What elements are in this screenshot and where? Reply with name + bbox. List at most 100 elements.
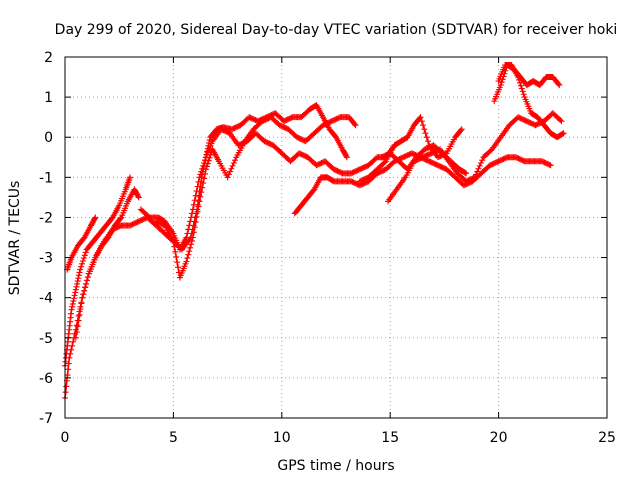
data-point-marker bbox=[422, 130, 429, 137]
series-track-5 bbox=[137, 126, 398, 253]
series-group bbox=[62, 62, 567, 401]
tick-labels: 0 5 10 15 20 25 -7 -6 -5 -4 -3 -2 -1 0 1 2 bbox=[39, 50, 616, 446]
y-tick-label: -4 bbox=[39, 291, 53, 307]
series-line bbox=[155, 116, 357, 281]
x-tick-label: 10 bbox=[273, 430, 291, 446]
data-point-marker bbox=[174, 259, 181, 266]
data-point-marker bbox=[515, 74, 522, 81]
data-point-marker bbox=[67, 350, 74, 357]
data-point-marker bbox=[381, 159, 388, 166]
data-point-marker bbox=[194, 183, 201, 190]
data-point-marker bbox=[204, 160, 211, 167]
series-track-6 bbox=[153, 114, 359, 281]
data-point-marker bbox=[73, 283, 80, 290]
data-point-marker bbox=[81, 252, 88, 259]
data-point-marker bbox=[74, 278, 81, 285]
data-point-marker bbox=[117, 215, 124, 222]
data-point-marker bbox=[230, 160, 237, 167]
series-track-1 bbox=[62, 174, 134, 369]
data-point-marker bbox=[78, 263, 85, 270]
data-point-marker bbox=[69, 300, 76, 307]
series-track-8 bbox=[385, 110, 565, 205]
data-point-marker bbox=[80, 291, 87, 298]
data-point-marker bbox=[189, 234, 196, 241]
data-point-marker bbox=[201, 170, 208, 177]
data-point-marker bbox=[343, 153, 350, 160]
data-point-marker bbox=[197, 193, 204, 200]
data-point-marker bbox=[135, 193, 142, 200]
data-point-marker bbox=[462, 169, 469, 176]
data-point-marker bbox=[68, 346, 75, 353]
data-point-marker bbox=[183, 258, 190, 265]
data-point-marker bbox=[470, 174, 477, 181]
data-point-marker bbox=[201, 157, 208, 164]
data-point-marker bbox=[192, 219, 199, 226]
data-point-marker bbox=[476, 162, 483, 169]
data-point-marker bbox=[555, 80, 562, 87]
data-point-marker bbox=[74, 323, 81, 330]
y-tick-label: 2 bbox=[44, 50, 53, 66]
data-point-marker bbox=[193, 188, 200, 195]
data-point-marker bbox=[187, 218, 194, 225]
data-point-marker bbox=[558, 118, 565, 125]
data-point-marker bbox=[80, 255, 87, 262]
data-point-marker bbox=[224, 174, 231, 181]
data-point-marker bbox=[199, 184, 206, 191]
data-point-marker bbox=[458, 126, 465, 133]
data-point-marker bbox=[188, 214, 195, 221]
plot-frame bbox=[64, 56, 608, 419]
data-point-marker bbox=[79, 257, 86, 264]
data-point-marker bbox=[75, 317, 82, 324]
data-point-marker bbox=[199, 165, 206, 172]
x-axis-label: GPS time / hours bbox=[277, 458, 394, 474]
data-point-marker bbox=[227, 168, 234, 175]
data-point-marker bbox=[472, 171, 479, 178]
data-point-marker bbox=[76, 269, 83, 276]
data-point-marker bbox=[200, 162, 207, 169]
data-point-marker bbox=[186, 248, 193, 255]
data-point-marker bbox=[479, 157, 486, 164]
data-point-marker bbox=[188, 241, 195, 248]
data-point-marker bbox=[171, 243, 178, 250]
data-point-marker bbox=[201, 175, 208, 182]
data-point-marker bbox=[200, 180, 207, 187]
data-point-marker bbox=[75, 275, 82, 282]
data-point-marker bbox=[560, 130, 567, 137]
data-point-marker bbox=[66, 354, 73, 361]
data-point-marker bbox=[198, 168, 205, 175]
data-point-marker bbox=[547, 162, 554, 169]
data-point-marker bbox=[70, 295, 77, 302]
data-point-marker bbox=[92, 214, 99, 221]
y-tick-label: 0 bbox=[44, 130, 53, 146]
data-point-marker bbox=[206, 137, 213, 144]
data-point-marker bbox=[91, 215, 98, 222]
x-tick-label: 20 bbox=[490, 430, 508, 446]
data-point-marker bbox=[520, 91, 527, 98]
data-point-marker bbox=[72, 334, 79, 341]
data-point-marker bbox=[187, 244, 194, 251]
data-point-marker bbox=[195, 178, 202, 185]
data-point-marker bbox=[82, 284, 89, 291]
data-point-marker bbox=[77, 306, 84, 313]
data-point-marker bbox=[65, 366, 72, 373]
data-point-marker bbox=[228, 165, 235, 172]
data-point-marker bbox=[135, 194, 142, 201]
data-point-marker bbox=[72, 286, 79, 293]
data-point-marker bbox=[186, 222, 193, 229]
data-point-marker bbox=[518, 85, 525, 92]
data-point-marker bbox=[185, 226, 192, 233]
data-point-marker bbox=[188, 237, 195, 244]
data-point-marker bbox=[70, 298, 77, 305]
data-point-marker bbox=[81, 287, 88, 294]
data-point-marker bbox=[127, 174, 134, 181]
data-point-marker bbox=[225, 171, 232, 178]
data-point-marker bbox=[519, 88, 526, 95]
data-point-marker bbox=[343, 154, 350, 161]
data-point-marker bbox=[183, 234, 190, 241]
data-point-marker bbox=[69, 342, 76, 349]
data-point-marker bbox=[556, 82, 563, 89]
data-point-marker bbox=[202, 166, 209, 173]
data-point-marker bbox=[463, 170, 470, 177]
data-point-marker bbox=[516, 79, 523, 86]
